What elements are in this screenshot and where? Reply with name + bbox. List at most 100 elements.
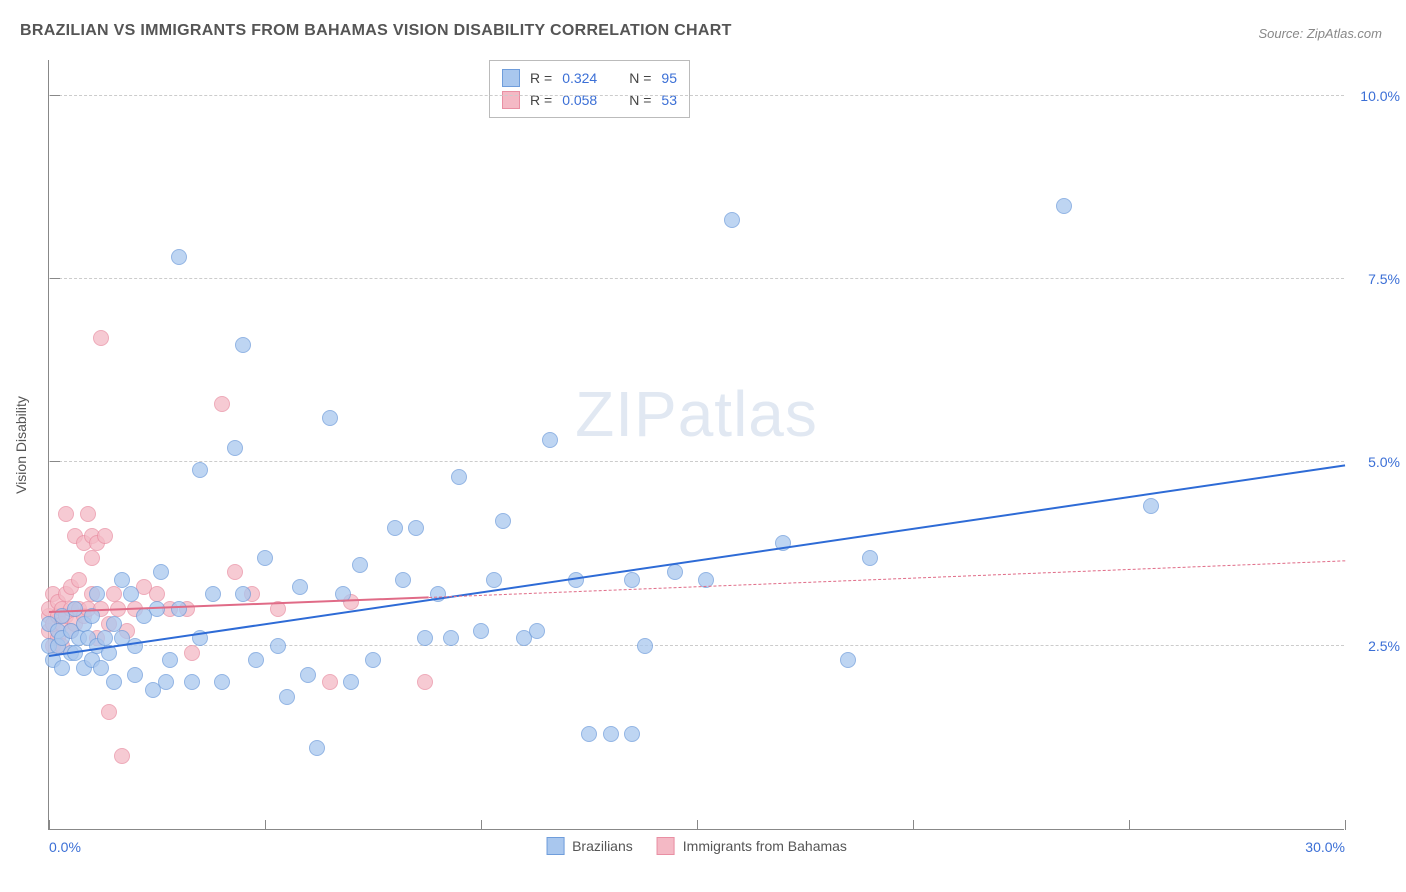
scatter-point (63, 623, 79, 639)
scatter-point (119, 623, 135, 639)
scatter-point (365, 652, 381, 668)
r-label: R = (530, 70, 552, 86)
scatter-point (179, 601, 195, 617)
x-tick (697, 820, 698, 830)
scatter-point (158, 674, 174, 690)
scatter-point (45, 638, 61, 654)
scatter-point (581, 726, 597, 742)
scatter-point (408, 520, 424, 536)
legend-item: Brazilians (546, 837, 633, 855)
scatter-point (97, 528, 113, 544)
scatter-point (387, 520, 403, 536)
x-tick-label: 0.0% (49, 839, 81, 855)
scatter-point (244, 586, 260, 602)
y-tick-label: 2.5% (1368, 638, 1400, 654)
scatter-point (54, 601, 70, 617)
scatter-point (322, 410, 338, 426)
scatter-point (1056, 198, 1072, 214)
scatter-point (114, 748, 130, 764)
scatter-point (136, 608, 152, 624)
scatter-point (58, 506, 74, 522)
scatter-point (352, 557, 368, 573)
scatter-point (214, 674, 230, 690)
scatter-point (41, 638, 57, 654)
scatter-point (724, 212, 740, 228)
series-legend: Brazilians Immigrants from Bahamas (546, 837, 847, 855)
scatter-point (495, 513, 511, 529)
scatter-point (127, 667, 143, 683)
gridline-h (49, 95, 1344, 96)
scatter-point (279, 689, 295, 705)
scatter-point (84, 550, 100, 566)
scatter-point (214, 396, 230, 412)
scatter-point (84, 652, 100, 668)
gridline-h (49, 645, 1344, 646)
scatter-point (235, 337, 251, 353)
chart-title: BRAZILIAN VS IMMIGRANTS FROM BAHAMAS VIS… (20, 22, 732, 40)
stats-legend: R = 0.324N = 95R = 0.058N = 53 (489, 60, 690, 118)
scatter-point (67, 528, 83, 544)
scatter-point (136, 579, 152, 595)
r-value: 0.324 (562, 70, 597, 86)
scatter-point (54, 660, 70, 676)
scatter-point (162, 601, 178, 617)
scatter-point (235, 586, 251, 602)
scatter-point (529, 623, 545, 639)
scatter-point (106, 674, 122, 690)
scatter-point (76, 660, 92, 676)
scatter-point (76, 616, 92, 632)
scatter-point (637, 638, 653, 654)
watermark: ZIPatlas (575, 377, 818, 451)
y-tick-label: 5.0% (1368, 454, 1400, 470)
scatter-point (624, 572, 640, 588)
scatter-point (84, 586, 100, 602)
scatter-point (309, 740, 325, 756)
scatter-point (542, 432, 558, 448)
scatter-point (171, 249, 187, 265)
stats-legend-row: R = 0.058N = 53 (502, 89, 677, 111)
scatter-point (184, 645, 200, 661)
scatter-point (205, 586, 221, 602)
scatter-point (603, 726, 619, 742)
scatter-point (145, 682, 161, 698)
gridline-h (49, 278, 1344, 279)
legend-label: Immigrants from Bahamas (683, 838, 847, 854)
scatter-point (153, 564, 169, 580)
gridline-h (49, 461, 1344, 462)
scatter-point (184, 674, 200, 690)
scatter-point (58, 586, 74, 602)
x-tick (49, 820, 50, 830)
scatter-point (486, 572, 502, 588)
scatter-point (76, 535, 92, 551)
scatter-point (50, 623, 66, 639)
scatter-point (106, 616, 122, 632)
scatter-point (149, 586, 165, 602)
scatter-point (54, 616, 70, 632)
scatter-point (473, 623, 489, 639)
scatter-point (63, 623, 79, 639)
scatter-point (93, 330, 109, 346)
scatter-point (93, 660, 109, 676)
source-name: ZipAtlas.com (1307, 26, 1382, 41)
legend-swatch (657, 837, 675, 855)
scatter-point (41, 623, 57, 639)
scatter-point (41, 616, 57, 632)
scatter-point (343, 594, 359, 610)
x-tick (1345, 820, 1346, 830)
scatter-point (127, 638, 143, 654)
x-tick (481, 820, 482, 830)
scatter-point (451, 469, 467, 485)
scatter-point (300, 667, 316, 683)
y-tick (50, 645, 60, 646)
scatter-point (50, 594, 66, 610)
scatter-point (71, 572, 87, 588)
y-tick (50, 278, 60, 279)
legend-swatch (546, 837, 564, 855)
y-tick-label: 7.5% (1368, 271, 1400, 287)
x-tick-label: 30.0% (1305, 839, 1345, 855)
scatter-point (162, 652, 178, 668)
scatter-point (292, 579, 308, 595)
y-tick (50, 461, 60, 462)
x-tick (1129, 820, 1130, 830)
scatter-point (192, 462, 208, 478)
